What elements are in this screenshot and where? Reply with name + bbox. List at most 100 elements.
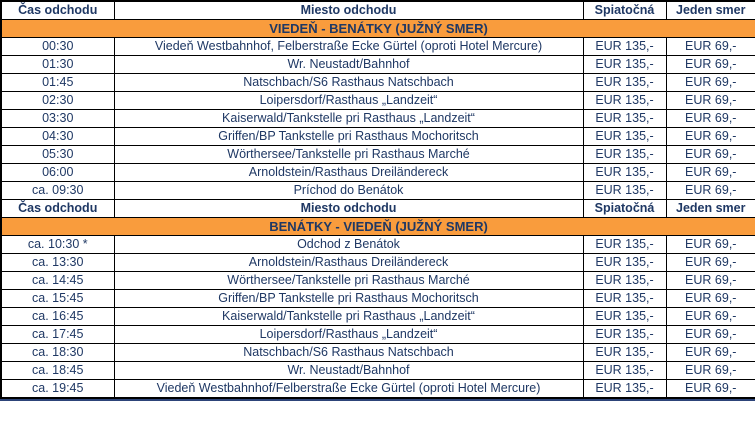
departure-place-cell: Viedeň Westbahnhof/Felberstraße Ecke Gür… [113,379,584,399]
table-row: ca. 14:45 Wörthersee/Tankstelle pri Rasth… [0,271,755,290]
one-way-fare-cell: EUR 69,- [665,271,755,290]
departure-time-cell: 05:30 [0,145,115,164]
table-row: ca. 16:45 Kaiserwald/Tankstelle pri Rasth… [0,307,755,326]
one-way-fare-cell: EUR 69,- [665,163,755,182]
one-way-fare-cell: EUR 69,- [665,109,755,128]
return-fare-cell: EUR 135,- [582,325,667,344]
departure-time-cell: ca. 16:45 [0,307,115,326]
departure-time-cell: 02:30 [0,91,115,110]
departure-time-cell: ca. 17:45 [0,325,115,344]
bus-timetable-page: Čas odchodu Miesto odchodu Spiatočná Jeden … [0,0,755,401]
one-way-fare-cell: EUR 69,- [665,235,755,254]
table-row: ca. 18:45 Wr. Neustadt/Bahnhof EUR 135,- EU… [0,361,755,380]
departure-time-cell: ca. 13:30 [0,253,115,272]
departure-place-cell: Wr. Neustadt/Bahnhof [113,55,584,74]
departure-place-cell: Natschbach/S6 Rasthaus Natschbach [113,73,584,92]
return-fare-cell: EUR 135,- [582,181,667,200]
return-fare-cell: EUR 135,- [582,289,667,308]
one-way-fare-cell: EUR 69,- [665,343,755,362]
section-banner: VIEDEŇ - BENÁTKY (JUŽNÝ SMER) [0,19,755,38]
return-fare-cell: EUR 135,- [582,145,667,164]
one-way-fare-cell: EUR 69,- [665,379,755,399]
section-banner-row: VIEDEŇ - BENÁTKY (JUŽNÝ SMER) [0,19,755,38]
column-header: Spiatočná [582,199,667,218]
return-fare-cell: EUR 135,- [582,127,667,146]
departure-place-cell: Arnoldstein/Rasthaus Dreiländereck [113,163,584,182]
section-banner-row: BENÁTKY - VIEDEŇ (JUŽNÝ SMER) [0,217,755,236]
table-row: ca. 15:45 Griffen/BP Tankstelle pri Rasth… [0,289,755,308]
departure-place-cell: Loipersdorf/Rasthaus „Landzeit“ [113,91,584,110]
return-fare-cell: EUR 135,- [582,163,667,182]
departure-time-cell: ca. 18:45 [0,361,115,380]
return-fare-cell: EUR 135,- [582,109,667,128]
table-row: ca. 19:45 Viedeň Westbahnhof/Felberstraße… [0,379,755,399]
table-row: 03:30 Kaiserwald/Tankstelle pri Rasthaus … [0,109,755,128]
departure-place-cell: Odchod z Benátok [113,235,584,254]
table-row: 01:30 Wr. Neustadt/Bahnhof EUR 135,- EUR 69… [0,55,755,74]
one-way-fare-cell: EUR 69,- [665,253,755,272]
one-way-fare-cell: EUR 69,- [665,91,755,110]
bottom-accent-line [0,399,755,401]
departure-time-cell: 04:30 [0,127,115,146]
return-fare-cell: EUR 135,- [582,37,667,56]
departure-time-cell: 03:30 [0,109,115,128]
column-header-row: Čas odchodu Miesto odchodu Spiatočná Jeden … [0,199,755,218]
table-row: 04:30 Griffen/BP Tankstelle pri Rasthaus … [0,127,755,146]
column-header-row: Čas odchodu Miesto odchodu Spiatočná Jeden … [0,0,755,20]
return-fare-cell: EUR 135,- [582,73,667,92]
one-way-fare-cell: EUR 69,- [665,73,755,92]
one-way-fare-cell: EUR 69,- [665,325,755,344]
table-row: 01:45 Natschbach/S6 Rasthaus Natschbach EU… [0,73,755,92]
one-way-fare-cell: EUR 69,- [665,37,755,56]
departure-place-cell: Wörthersee/Tankstelle pri Rasthaus March… [113,145,584,164]
timetable-body: Čas odchodu Miesto odchodu Spiatočná Jeden … [0,0,755,399]
departure-time-cell: 01:30 [0,55,115,74]
table-row: 02:30 Loipersdorf/Rasthaus „Landzeit“ EUR … [0,91,755,110]
departure-place-cell: Wr. Neustadt/Bahnhof [113,361,584,380]
departure-time-cell: 01:45 [0,73,115,92]
return-fare-cell: EUR 135,- [582,307,667,326]
departure-place-cell: Viedeň Westbahnhof, Felberstraße Ecke Gü… [113,37,584,56]
departure-time-cell: 00:30 [0,37,115,56]
departure-time-cell: ca. 14:45 [0,271,115,290]
table-row: 00:30 Viedeň Westbahnhof, Felberstraße Ec… [0,37,755,56]
return-fare-cell: EUR 135,- [582,343,667,362]
departure-place-cell: Kaiserwald/Tankstelle pri Rasthaus „Land… [113,109,584,128]
departure-place-cell: Natschbach/S6 Rasthaus Natschbach [113,343,584,362]
table-row: ca. 17:45 Loipersdorf/Rasthaus „Landzeit“… [0,325,755,344]
one-way-fare-cell: EUR 69,- [665,307,755,326]
return-fare-cell: EUR 135,- [582,271,667,290]
departure-place-cell: Griffen/BP Tankstelle pri Rasthaus Mocho… [113,127,584,146]
departure-time-cell: ca. 19:45 [0,379,115,399]
departure-time-cell: ca. 09:30 [0,181,115,200]
one-way-fare-cell: EUR 69,- [665,55,755,74]
one-way-fare-cell: EUR 69,- [665,361,755,380]
one-way-fare-cell: EUR 69,- [665,127,755,146]
departure-place-cell: Arnoldstein/Rasthaus Dreiländereck [113,253,584,272]
column-header: Miesto odchodu [113,0,584,20]
table-row: ca. 09:30 Príchod do Benátok EUR 135,- EUR … [0,181,755,200]
bus-timetable-table: Čas odchodu Miesto odchodu Spiatočná Jeden … [0,0,755,399]
departure-time-cell: ca. 15:45 [0,289,115,308]
return-fare-cell: EUR 135,- [582,55,667,74]
table-row: 05:30 Wörthersee/Tankstelle pri Rasthaus … [0,145,755,164]
column-header: Čas odchodu [0,199,115,218]
departure-place-cell: Griffen/BP Tankstelle pri Rasthaus Mocho… [113,289,584,308]
return-fare-cell: EUR 135,- [582,253,667,272]
departure-time-cell: ca. 10:30 * [0,235,115,254]
departure-place-cell: Príchod do Benátok [113,181,584,200]
departure-time-cell: 06:00 [0,163,115,182]
departure-time-cell: ca. 18:30 [0,343,115,362]
one-way-fare-cell: EUR 69,- [665,289,755,308]
table-row: ca. 10:30 * Odchod z Benátok EUR 135,- EUR … [0,235,755,254]
column-header: Jeden smer [665,199,755,218]
table-row: ca. 18:30 Natschbach/S6 Rasthaus Natschba… [0,343,755,362]
one-way-fare-cell: EUR 69,- [665,145,755,164]
return-fare-cell: EUR 135,- [582,361,667,380]
column-header: Spiatočná [582,0,667,20]
one-way-fare-cell: EUR 69,- [665,181,755,200]
column-header: Jeden smer [665,0,755,20]
table-row: ca. 13:30 Arnoldstein/Rasthaus Dreiländer… [0,253,755,272]
table-row: 06:00 Arnoldstein/Rasthaus Dreiländereck E… [0,163,755,182]
departure-place-cell: Wörthersee/Tankstelle pri Rasthaus March… [113,271,584,290]
